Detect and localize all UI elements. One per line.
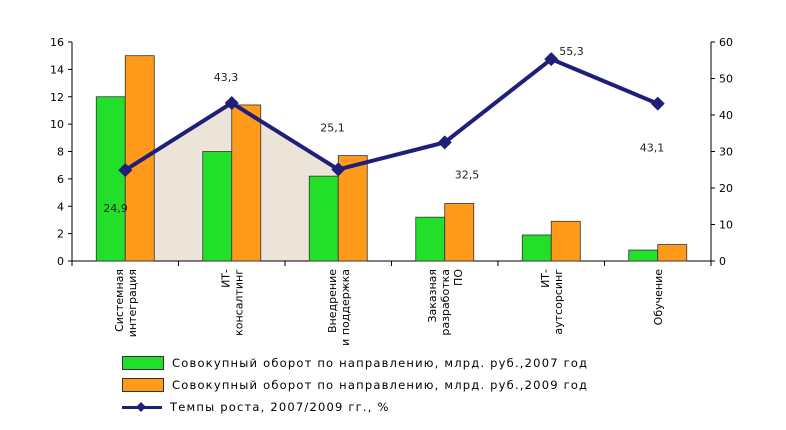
- legend-swatch-2009: [122, 378, 164, 392]
- category-label: разработка: [439, 269, 452, 336]
- y-right-tick-label: 10: [719, 219, 733, 232]
- category-label: ИТ-: [219, 269, 232, 288]
- y-left-tick-label: 0: [57, 255, 64, 268]
- y-left-tick-label: 8: [57, 146, 64, 159]
- growth-data-label: 55,3: [559, 45, 584, 58]
- y-left-tick-label: 16: [50, 36, 64, 49]
- growth-data-label: 43,1: [640, 142, 665, 155]
- y-right-tick-label: 40: [719, 109, 733, 122]
- legend-label-growth: Темпы роста, 2007/2009 гг., %: [170, 400, 390, 414]
- y-left-tick-label: 10: [50, 118, 64, 131]
- bar-2007: [521, 234, 552, 262]
- bar-2009: [550, 220, 581, 262]
- y-left-tick-label: 4: [57, 200, 64, 213]
- category-label: и поддержка: [339, 269, 352, 346]
- growth-data-label: 32,5: [455, 168, 480, 181]
- category-label: ИТ-: [539, 269, 552, 288]
- growth-line: [124, 57, 659, 172]
- y-right-tick-label: 30: [719, 146, 733, 159]
- bar-2007: [415, 216, 446, 262]
- bar-2007: [628, 249, 659, 262]
- growth-marker: [650, 96, 665, 111]
- category-label: Заказная: [426, 269, 439, 323]
- legend: Совокупный оборот по направлению, млрд. …: [122, 352, 588, 418]
- growth-data-label: 25,1: [320, 121, 345, 134]
- bar-2009: [124, 55, 155, 262]
- category-label: аутсорсинг: [552, 269, 565, 335]
- category-label: консалтинг: [232, 269, 245, 336]
- legend-swatch-2007: [122, 356, 164, 370]
- bar-2007: [95, 96, 126, 262]
- bar-2009: [337, 155, 368, 262]
- category-label: Системная: [113, 269, 126, 332]
- legend-label-2009: Совокупный оборот по направлению, млрд. …: [172, 378, 589, 392]
- growth-marker: [118, 163, 133, 178]
- bar-2009: [444, 203, 475, 262]
- growth-marker: [544, 52, 559, 67]
- category-label: ПО: [452, 269, 465, 286]
- y-left-tick-label: 14: [50, 63, 64, 76]
- legend-item-2007: Совокупный оборот по направлению, млрд. …: [122, 352, 588, 374]
- growth-marker: [224, 95, 239, 110]
- legend-item-2009: Совокупный оборот по направлению, млрд. …: [122, 374, 588, 396]
- y-right-tick-label: 60: [719, 36, 733, 49]
- growth-marker: [331, 162, 346, 177]
- category-label: Обучение: [652, 269, 665, 326]
- y-right-tick-label: 0: [719, 255, 726, 268]
- y-left-tick-label: 2: [57, 228, 64, 241]
- growth-marker: [437, 135, 452, 150]
- growth-data-label: 24,9: [103, 202, 128, 215]
- y-right-tick-label: 20: [719, 182, 733, 195]
- legend-label-2007: Совокупный оборот по направлению, млрд. …: [172, 356, 589, 370]
- y-left-tick-label: 6: [57, 173, 64, 186]
- legend-swatch-growth: [122, 401, 162, 413]
- bar-2007: [308, 175, 339, 262]
- category-label: интеграция: [126, 269, 139, 337]
- y-right-tick-label: 50: [719, 73, 733, 86]
- y-left-tick-label: 12: [50, 91, 64, 104]
- bar-2007: [202, 151, 233, 262]
- legend-item-growth: Темпы роста, 2007/2009 гг., %: [122, 396, 588, 418]
- bar-2009: [231, 104, 262, 262]
- bar-2009: [657, 244, 688, 262]
- category-label: Внедрение: [326, 269, 339, 333]
- growth-data-label: 43,3: [214, 71, 239, 84]
